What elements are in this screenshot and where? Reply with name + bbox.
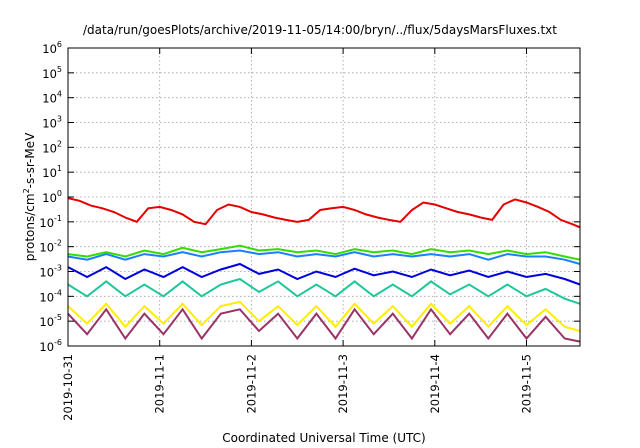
y-tick-label: 101 xyxy=(42,164,62,180)
x-tick-label: 2019-11-1 xyxy=(153,354,167,414)
series-line xyxy=(67,197,581,229)
series-line xyxy=(67,249,581,265)
series-line xyxy=(67,244,581,261)
y-tick-label: 105 xyxy=(42,65,62,81)
x-tick-label: 2019-11-3 xyxy=(336,354,350,414)
grid-lines xyxy=(68,48,580,346)
x-axis: 2019-10-31 2019-11-1 2019-11-2 2019-11-3 201… xyxy=(61,48,534,421)
y-axis-label-base: protons/cm xyxy=(23,193,37,261)
y-tick-label: 102 xyxy=(42,139,62,155)
y-tick-label: 100 xyxy=(42,189,62,205)
y-tick-label: 106 xyxy=(42,40,62,56)
series-line xyxy=(67,277,581,305)
y-axis-label: protons/cm2-s-sr-MeV xyxy=(22,132,37,261)
y-tick-label: 10-1 xyxy=(39,214,62,230)
chart-title: /data/run/goesPlots/archive/2019-11-05/1… xyxy=(83,23,557,37)
data-series xyxy=(67,197,581,343)
x-tick-label: 2019-11-2 xyxy=(244,354,258,414)
x-tick-label: 2019-11-4 xyxy=(428,354,442,414)
series-line xyxy=(67,307,581,343)
x-tick-label: 2019-11-5 xyxy=(520,354,534,414)
y-tick-label: 10-2 xyxy=(39,239,62,255)
y-tick-label: 104 xyxy=(42,90,62,106)
y-tick-label: 10-5 xyxy=(39,313,62,329)
y-tick-label: 103 xyxy=(42,115,62,131)
y-tick-label: 10-4 xyxy=(39,288,62,304)
x-tick-label: 2019-10-31 xyxy=(61,354,75,421)
y-tick-label: 10-6 xyxy=(39,338,62,354)
y-axis-label-rest: -s-sr-MeV xyxy=(23,132,37,188)
y-axis: 10-6 10-5 10-4 10-3 10-2 10-1 100 101 102 103 104 1… xyxy=(39,40,580,354)
y-axis-label-sup: 2 xyxy=(22,188,31,193)
series-line xyxy=(67,262,581,286)
series-line xyxy=(67,300,581,332)
y-tick-label: 10-3 xyxy=(39,264,62,280)
x-axis-label: Coordinated Universal Time (UTC) xyxy=(222,431,425,445)
